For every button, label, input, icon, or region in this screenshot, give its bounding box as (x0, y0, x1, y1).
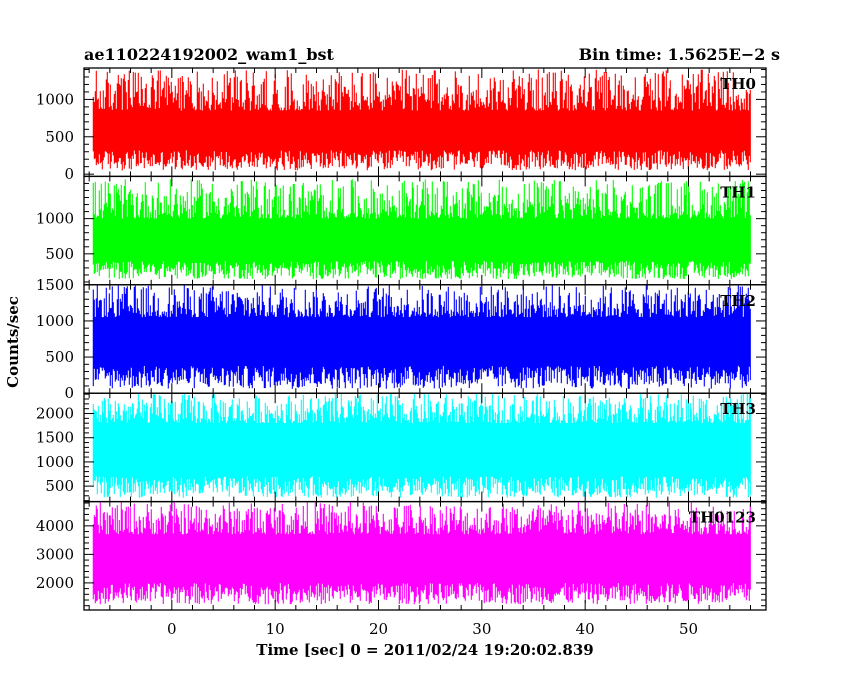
y-tick-label: 500 (45, 477, 74, 495)
y-axis-label: Counts/sec (4, 296, 22, 388)
y-tick-label: 4000 (36, 517, 74, 535)
x-tick-label: 10 (266, 620, 285, 638)
panel-label-th0123: TH0123 (689, 509, 756, 527)
x-ticks-th2 (88, 284, 751, 394)
panel-th0: 0 500 1000 TH0 (36, 67, 767, 183)
panel-th3: 500 1000 1500 2000 TH3 (36, 392, 767, 503)
y-tick-label: 2000 (36, 405, 74, 423)
y-tick-label: 1500 (36, 429, 74, 447)
x-axis-label: Time [sec] 0 = 2011/02/24 19:20:02.839 (256, 641, 593, 659)
trace-th0 (92, 69, 751, 171)
x-tick-label: 20 (369, 620, 388, 638)
y-tick-label: 1000 (36, 90, 74, 108)
x-ticks-th1 (88, 176, 751, 285)
x-tick-label: 30 (472, 620, 491, 638)
x-tick-label: 50 (679, 620, 698, 638)
x-ticks-th3 (88, 393, 751, 502)
y-tick-label: 3000 (36, 545, 74, 563)
y-tick-label: 500 (45, 348, 74, 366)
panel-th1: 500 1000 TH1 (36, 175, 767, 286)
panel-th0123: 2000 3000 4000 TH0123 (36, 500, 767, 611)
y-tick-label: 1000 (36, 453, 74, 471)
panel-frame (83, 500, 767, 611)
trace-th1 (92, 179, 751, 280)
y-ticks-th0 (84, 68, 766, 175)
panel-label-th2: TH2 (720, 292, 756, 310)
trace-th2 (92, 284, 751, 389)
bin-time-label: Bin time: 1.5625E−2 s (579, 45, 780, 64)
panel-label-th3: TH3 (720, 400, 756, 418)
trace-th0123 (92, 501, 751, 605)
x-tick-label: 40 (576, 620, 595, 638)
panel-th2: 0 500 1000 1500 TH2 (36, 276, 767, 402)
y-ticks-th3 (84, 393, 766, 502)
y-tick-label: 500 (45, 245, 74, 263)
y-tick-label: 2000 (36, 574, 74, 592)
y-tick-label: 1000 (36, 210, 74, 228)
y-tick-label: 500 (45, 128, 74, 146)
panel-label-th1: TH1 (720, 183, 756, 201)
panels-group: 05001000TH05001000TH1050010001500TH25001… (36, 67, 767, 638)
panel-label-th0: TH0 (720, 75, 756, 93)
y-ticks-th2 (84, 284, 766, 394)
chart-title: ae110224192002_wam1_bst (84, 45, 335, 64)
y-tick-label: 1500 (36, 276, 74, 294)
x-ticks-th0123 (88, 501, 751, 610)
y-ticks-th0123 (84, 502, 766, 607)
x-ticks-th0 (88, 68, 751, 177)
trace-th3 (92, 393, 751, 498)
y-tick-label: 1000 (36, 312, 74, 330)
x-tick-label: 0 (167, 620, 177, 638)
y-tick-label: 0 (64, 165, 74, 183)
y-tick-label: 0 (64, 384, 74, 402)
